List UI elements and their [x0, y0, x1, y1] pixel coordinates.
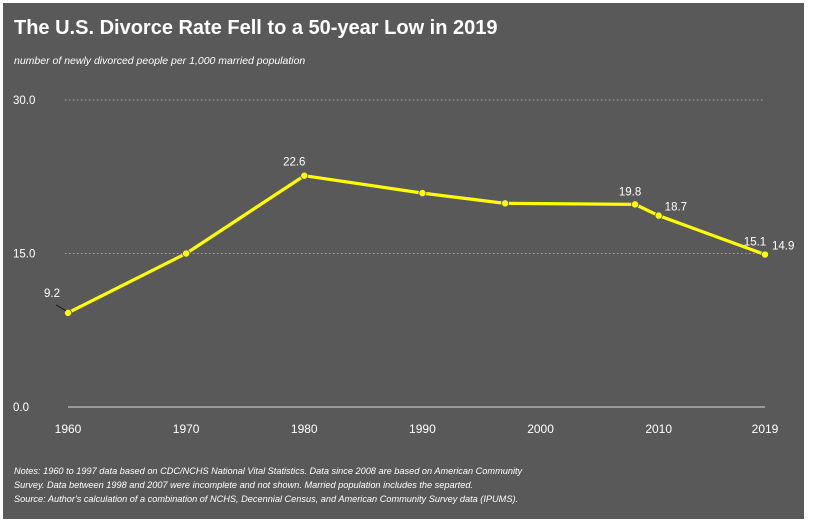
x-tick-label: 1970: [173, 422, 200, 436]
data-label: 9.2: [44, 288, 60, 300]
series-divorce-rate: [64, 171, 770, 317]
data-point-2019: [761, 250, 770, 259]
y-tick-label: 0.0: [13, 402, 29, 414]
x-tick-label: 2019: [752, 422, 779, 436]
chart-title: The U.S. Divorce Rate Fell to a 50-year …: [14, 17, 498, 39]
gridlines: [65, 99, 765, 254]
data-point-2010: [654, 211, 663, 220]
data-label: 14.9: [772, 241, 794, 253]
chart-notes: Notes: 1960 to 1997 data based on CDC/NC…: [14, 464, 794, 506]
y-tick-labels: 0.0 15.0 30.0: [13, 95, 35, 414]
chart-panel: The U.S. Divorce Rate Fell to a 50-year …: [3, 3, 804, 519]
x-tick-label: 2010: [645, 422, 672, 436]
chart-subtitle: number of newly divorced people per 1,00…: [14, 55, 306, 67]
data-point-2008: [631, 200, 640, 209]
note-line-1: Notes: 1960 to 1997 data based on CDC/NC…: [14, 466, 523, 476]
x-tick-labels: 1960 1970 1980 1990 2000 2010 2019: [55, 422, 779, 436]
x-tick-label: 1960: [55, 422, 82, 436]
data-point-1997: [501, 199, 510, 208]
data-label: 19.8: [619, 186, 641, 198]
data-point-1970: [182, 249, 191, 258]
line-chart: 0.0 15.0 30.0 1960 1970 1980 1990 2000 2010 2019…: [13, 95, 794, 436]
data-point-1980: [300, 171, 309, 180]
data-point-1960: [64, 308, 73, 317]
x-tick-label: 2000: [527, 422, 554, 436]
series-line: [66, 174, 767, 315]
data-label: 18.7: [665, 202, 687, 214]
x-tick-label: 1990: [409, 422, 436, 436]
y-tick-label: 30.0: [13, 95, 35, 107]
data-label: 22.6: [283, 157, 305, 169]
note-line-2: Survey. Data between 1998 and 2007 were …: [14, 480, 473, 490]
data-point-1990: [418, 189, 427, 198]
y-tick-label: 15.0: [13, 249, 35, 261]
data-label-leader: [55, 304, 67, 312]
data-labels: 9.2 22.6 19.8 18.7 15.1 14.9: [44, 157, 794, 312]
note-line-3: Source: Author's calculation of a combin…: [14, 494, 519, 504]
data-label: 15.1: [744, 237, 766, 249]
x-tick-label: 1980: [291, 422, 318, 436]
